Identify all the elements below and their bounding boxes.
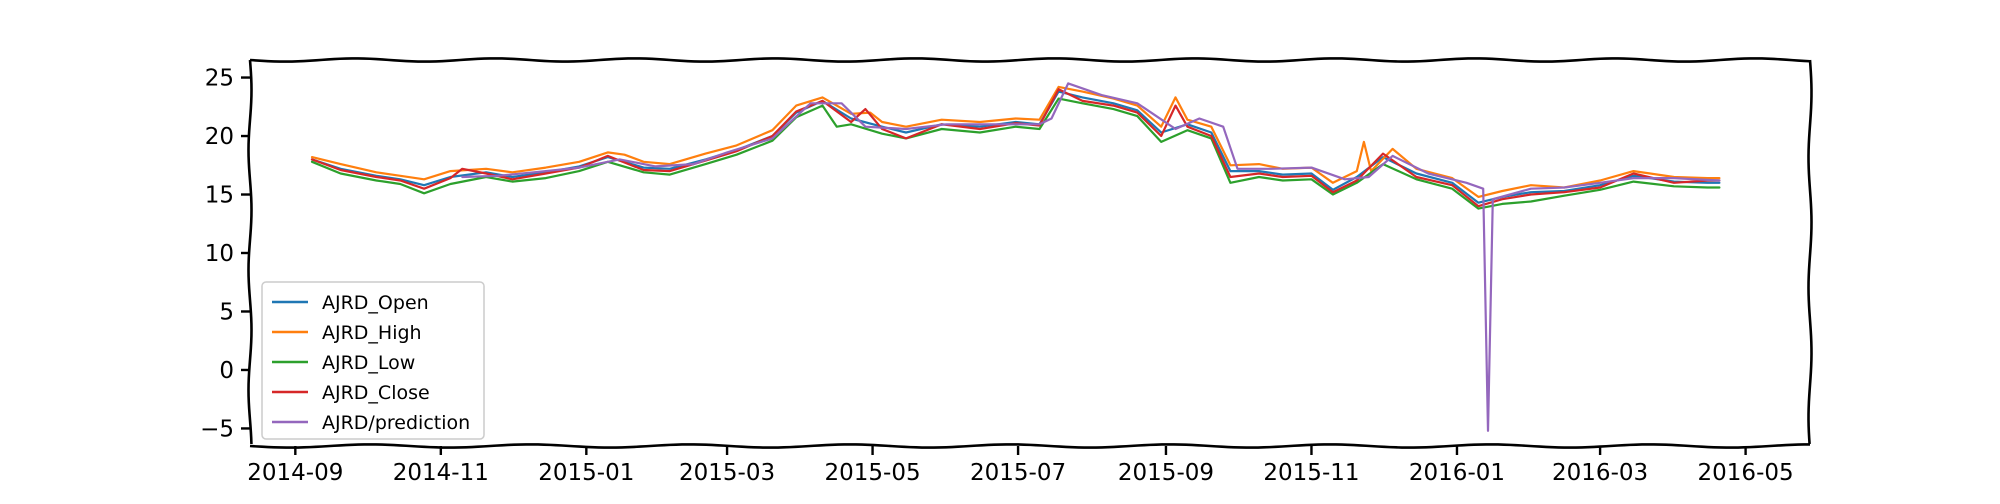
series-line-ajrd-low	[312, 99, 1719, 209]
y-tick-label: 15	[205, 183, 234, 209]
x-tick-label: 2015-11	[1263, 460, 1359, 486]
y-axis: −5 0 5 10 15 20 25	[200, 66, 250, 443]
x-tick-label: 2015-05	[825, 460, 921, 486]
y-tick-label: −5	[200, 416, 234, 442]
frame-right	[1809, 60, 1812, 444]
series-line-ajrd-close	[312, 89, 1719, 206]
y-tick-label: 20	[205, 124, 234, 150]
legend-label-ajrd-open: AJRD_Open	[322, 292, 429, 314]
x-tick-label: 2015-03	[679, 460, 775, 486]
frame-bottom	[250, 444, 1810, 447]
legend-label-ajrd-prediction: AJRD/prediction	[322, 412, 470, 434]
x-tick-label: 2016-03	[1552, 460, 1648, 486]
legend-label-ajrd-close: AJRD_Close	[322, 382, 430, 404]
x-axis: 2014-09 2014-11 2015-01 2015-03 2015-05 2015-…	[247, 446, 1793, 486]
x-tick-label: 2015-09	[1118, 460, 1214, 486]
legend-label-ajrd-low: AJRD_Low	[322, 352, 415, 374]
x-tick-label: 2014-09	[247, 460, 343, 486]
series-line-ajrd-open	[312, 92, 1719, 203]
legend-label-ajrd-high: AJRD_High	[322, 322, 422, 344]
x-tick-label: 2016-05	[1698, 460, 1794, 486]
plot-area	[312, 83, 1719, 430]
y-tick-label: 5	[219, 299, 234, 325]
x-tick-label: 2016-01	[1409, 460, 1505, 486]
y-tick-label: 25	[205, 66, 234, 92]
series-line-ajrd-prediction	[462, 83, 1719, 430]
frame-top	[250, 58, 1810, 61]
x-tick-label: 2015-01	[538, 460, 634, 486]
y-tick-label: 10	[205, 241, 234, 267]
x-tick-label: 2015-07	[970, 460, 1066, 486]
legend: AJRD_Open AJRD_High AJRD_Low AJRD_Close AJRD…	[262, 282, 484, 439]
x-tick-label: 2014-11	[393, 460, 489, 486]
y-tick-label: 0	[219, 358, 234, 384]
